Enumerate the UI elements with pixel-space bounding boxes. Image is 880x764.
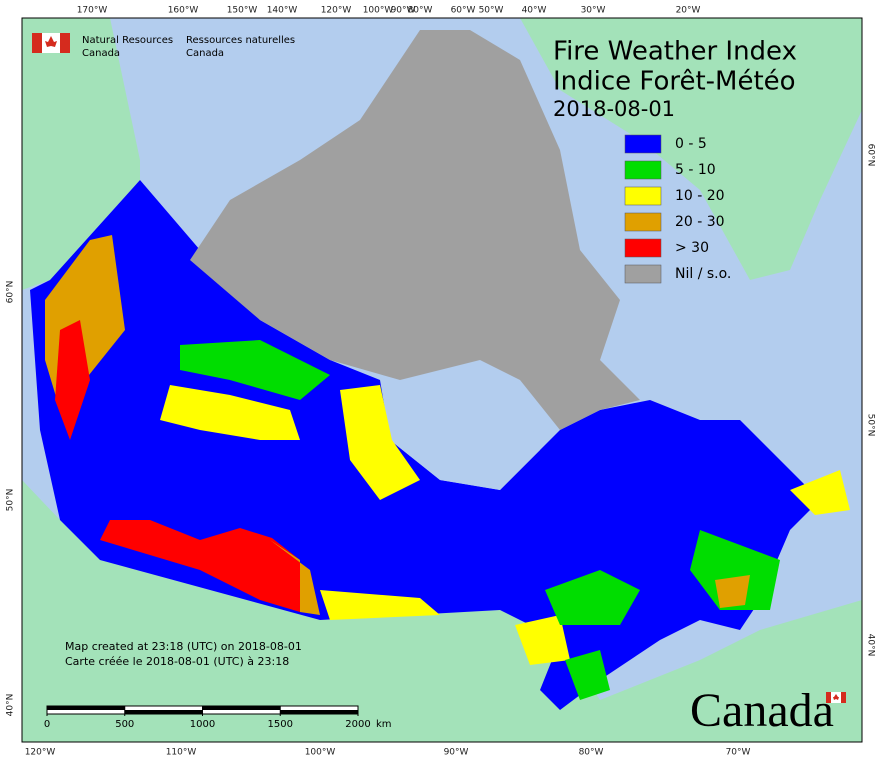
legend-swatch: [624, 212, 662, 232]
legend-label: Nil / s.o.: [675, 266, 731, 282]
graticule-label: 140°W: [267, 6, 298, 16]
legend-label: 5 - 10: [675, 162, 716, 178]
date: 2018-08-01: [553, 97, 675, 121]
graticule-label: 40°W: [522, 6, 547, 16]
graticule-label: 150°W: [227, 6, 258, 16]
fwi-zone: [565, 650, 610, 700]
flag-bar: [826, 692, 831, 703]
flag-leaf: [45, 36, 57, 47]
flag-bar: [841, 692, 846, 703]
map-frame: [21, 17, 863, 743]
graticule-label: 60°W: [451, 6, 476, 16]
fwi-zone: [55, 320, 90, 440]
agency: Natural Resources Canada Ressources natu…: [32, 33, 295, 59]
graticule-label: 40°N: [866, 634, 876, 657]
graticule-label: 80°W: [408, 6, 433, 16]
graticule-label: 90°W: [444, 748, 469, 758]
graticule-label: 60°N: [6, 281, 16, 304]
map: [22, 18, 862, 742]
graticule-label: 30°W: [581, 6, 606, 16]
scale-segment: [124, 710, 203, 714]
legend-label: 0 - 5: [675, 136, 707, 152]
scale-segment: [47, 706, 125, 710]
graticule-label: 20°W: [676, 6, 701, 16]
agency-fr: Ressources naturelles: [186, 35, 295, 46]
legend-label: 10 - 20: [675, 188, 725, 204]
fwi-zone: [270, 540, 320, 615]
legend-label: 20 - 30: [675, 214, 725, 230]
graticule-labels: 170°W 160°W 150°W 140°W 120°W 100°W90°W80°W 60…: [6, 6, 876, 758]
scale-label: 500: [115, 719, 134, 730]
agency-en: Canada: [82, 48, 120, 59]
fwi-zone: [320, 590, 440, 620]
fwi-zone: [790, 470, 850, 515]
legend-swatch: [624, 264, 662, 284]
title: Fire Weather Index: [553, 37, 797, 67]
graticule-label: 110°W: [166, 748, 197, 758]
fwi-zone: [515, 615, 570, 665]
graticule-label: 160°W: [168, 6, 199, 16]
scale-segment: [280, 710, 358, 714]
graticule-label: 80°W: [579, 748, 604, 758]
arctic-islands: [190, 30, 640, 430]
scale-label: 1000: [190, 719, 215, 730]
scale-unit: km: [376, 719, 392, 730]
legend-swatch: [624, 238, 662, 258]
hudson-bay: [390, 370, 540, 490]
graticule-label: 50°W: [479, 6, 504, 16]
scale-segment: [202, 706, 281, 710]
usa: [22, 480, 862, 742]
wordmark: Canada: [690, 684, 834, 737]
fwi-zone: [180, 340, 330, 400]
legend-swatch: [624, 134, 662, 154]
graticule-label: 120°W: [321, 6, 352, 16]
legend-swatch: [624, 186, 662, 206]
graticule-label: 170°W: [77, 6, 108, 16]
greenland: [520, 18, 862, 280]
graticule-label: 90°W: [391, 6, 416, 16]
graticule-label: 100°W: [305, 748, 336, 758]
fwi-zone: [545, 570, 640, 625]
scale-label: 2000: [345, 719, 370, 730]
graticule-label: 70°W: [726, 748, 751, 758]
flag-leaf: [833, 694, 839, 700]
graticule-label: 120°W: [25, 748, 56, 758]
credit: Map created at 23:18 (UTC) on 2018-08-01: [65, 640, 302, 653]
scale-label: 0: [44, 719, 50, 730]
graticule-label: 50°N: [6, 489, 16, 512]
agency-fr: Canada: [186, 48, 224, 59]
legend-label: > 30: [675, 240, 709, 256]
fwi-zone: [690, 530, 780, 610]
fwi-zone: [715, 575, 750, 608]
graticule-label: 60°N: [866, 144, 876, 167]
agency-en: Natural Resources: [82, 35, 173, 46]
fwi-zone: [340, 385, 420, 500]
title: Indice Forêt-Météo: [553, 67, 796, 97]
wordmark-flag: [826, 692, 846, 703]
graticule-label: 100°W: [363, 6, 394, 16]
fwi-zone: [160, 385, 300, 440]
legend: 0 - 5 5 - 10 10 - 20 20 - 30 > 30 Nil / s.o.: [624, 134, 731, 284]
legend-swatch: [624, 160, 662, 180]
scale-label: 1500: [268, 719, 293, 730]
scale-bar: 0 500 1000 1500 2000 km: [44, 705, 392, 730]
alaska: [22, 18, 140, 290]
credit: Carte créée le 2018-08-01 (UTC) à 23:18: [65, 655, 289, 668]
graticule-label: 50°N: [866, 414, 876, 437]
fwi-zone: [100, 520, 300, 612]
graticule-label: 40°N: [6, 694, 16, 717]
flag-bar: [60, 33, 70, 53]
flag-bar: [32, 33, 42, 53]
